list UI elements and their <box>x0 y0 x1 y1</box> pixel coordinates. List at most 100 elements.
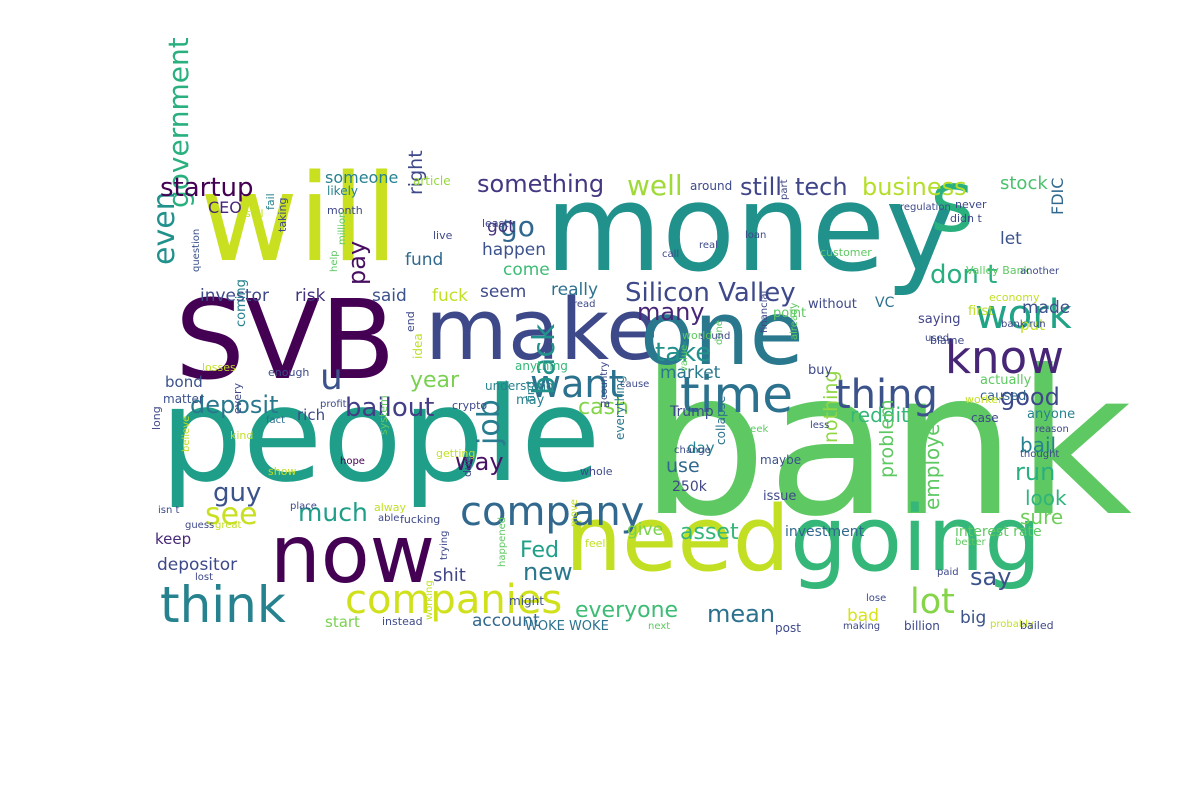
word-day-78: day <box>687 439 715 457</box>
word-new-46: new <box>523 558 573 586</box>
word-say-49: say <box>970 563 1012 591</box>
word-issue-141: issue <box>763 489 797 504</box>
word-tech-32: tech <box>795 173 848 201</box>
word-much-43: much <box>298 498 368 527</box>
word-happen-71: happen <box>482 240 547 260</box>
word-big-86: big <box>960 608 987 628</box>
word-250k-92: 250k <box>672 479 707 495</box>
word-able-179: able <box>378 513 400 524</box>
word-world-153: world <box>682 329 713 342</box>
word-week-139: week <box>742 424 769 435</box>
word-case-143: case <box>971 411 999 425</box>
word-put-82: put <box>1020 316 1045 334</box>
word-better-196: better <box>955 537 986 548</box>
word-want-18: want <box>530 362 624 406</box>
word-article-108: article <box>413 174 451 188</box>
word-real-171: real <box>699 240 718 251</box>
word-something-36: something <box>477 170 605 198</box>
word-now-9: now <box>270 508 436 601</box>
word-enough-119: enough <box>268 366 310 379</box>
word-kind-130: kind <box>230 429 254 442</box>
word-didn-t-164: didn t <box>950 212 982 225</box>
word-money-2: money <box>545 160 957 299</box>
word-valley-bank-161: Valley Bank <box>966 264 1030 277</box>
word-thought-144: thought <box>1020 449 1060 460</box>
word-think-11: think <box>160 576 286 634</box>
word-isn-t-184: isn t <box>158 505 180 516</box>
word-fact-129: fact <box>266 415 286 426</box>
word-making-190: making <box>843 621 881 632</box>
word-losses-118: losses <box>202 361 236 374</box>
word-companies-14: companies <box>345 577 563 623</box>
word-ceo-85: CEO <box>208 198 242 217</box>
word-woke-woke-98: WOKE WOKE <box>525 619 609 634</box>
word-work-16: work <box>975 292 1072 338</box>
word-bailout-23: bailout <box>345 393 435 423</box>
word-many-40: many <box>637 298 705 326</box>
word-trump-91: Trump <box>670 404 714 420</box>
word-next-188: next <box>648 621 671 632</box>
word-system-131: system <box>377 395 390 435</box>
word-thing-17: thing <box>835 372 938 418</box>
word-good-28: good <box>1000 383 1060 411</box>
word-give-62: give <box>627 520 664 540</box>
word-feel-177: feel <box>585 537 606 550</box>
word-used-147: used <box>925 333 950 344</box>
word-need-5: need <box>565 487 790 592</box>
word-maybe-140: maybe <box>760 453 802 467</box>
word-take-39: take <box>655 338 712 368</box>
word-risk-66: risk <box>295 286 326 306</box>
word-find-124: find <box>524 381 537 402</box>
word-without-157: without <box>808 297 857 312</box>
word-billion-191: billion <box>904 619 940 633</box>
word-caused-104: caused <box>980 389 1027 404</box>
word-guy-42: guy <box>213 478 262 508</box>
word-got-74: got <box>487 217 515 237</box>
word-everyone-47: everyone <box>575 598 679 623</box>
word-re-197: re <box>600 399 611 410</box>
word-asset-54: asset <box>680 520 739 545</box>
word-people-1: people <box>160 359 601 511</box>
word-business-33: business <box>862 173 967 201</box>
word-keep-64: keep <box>155 530 192 548</box>
word-see-25: see <box>205 497 258 532</box>
word-alway-178: alway <box>374 501 407 514</box>
word-silicon-valley-21: Silicon Valley <box>625 278 796 308</box>
word-investor-65: investor <box>200 286 269 306</box>
word-actually-95: actually <box>980 373 1032 388</box>
word-likely-109: likely <box>327 184 359 198</box>
word-happened-176: happened <box>497 516 508 567</box>
word-coming-117: coming <box>234 279 249 327</box>
word-read-155: read <box>573 299 596 310</box>
word-really-68: really <box>551 280 598 300</box>
word-worker-146: worker <box>965 393 1003 406</box>
word-taking-113: taking <box>276 197 289 232</box>
word-help-115: help <box>329 250 340 272</box>
word-use-79: use <box>666 455 700 477</box>
word-blame-160: blame <box>930 334 965 347</box>
word-bank-0: bank <box>640 328 1133 561</box>
word-reddit-52: reddit <box>850 403 909 427</box>
word-anyone-96: anyone <box>1027 407 1076 422</box>
word-nothing-59: nothing <box>820 370 842 443</box>
word-time-12: time <box>680 366 793 424</box>
word-let-80: let <box>1000 229 1022 249</box>
word-bond-90: bond <box>165 373 203 391</box>
word-way-44: way <box>455 448 504 476</box>
word-place-181: place <box>290 501 317 512</box>
word-customer-163: customer <box>820 246 872 259</box>
word-sure-57: sure <box>1020 505 1064 529</box>
word-sell-111: sell <box>245 207 264 220</box>
word-believe-132: believe <box>181 415 192 452</box>
word-rich-89: rich <box>297 406 326 424</box>
word-live-169: live <box>433 229 453 242</box>
word-collapse-106: collapse <box>714 395 728 445</box>
word-every-128: every <box>231 382 244 414</box>
word-lost-185: lost <box>195 572 214 583</box>
word-value-151: value <box>679 344 690 372</box>
word-seem-69: seem <box>480 282 527 302</box>
word-will-3: will <box>200 150 399 289</box>
word-bad-87: bad <box>847 606 879 626</box>
word-due-136: due <box>461 456 474 477</box>
